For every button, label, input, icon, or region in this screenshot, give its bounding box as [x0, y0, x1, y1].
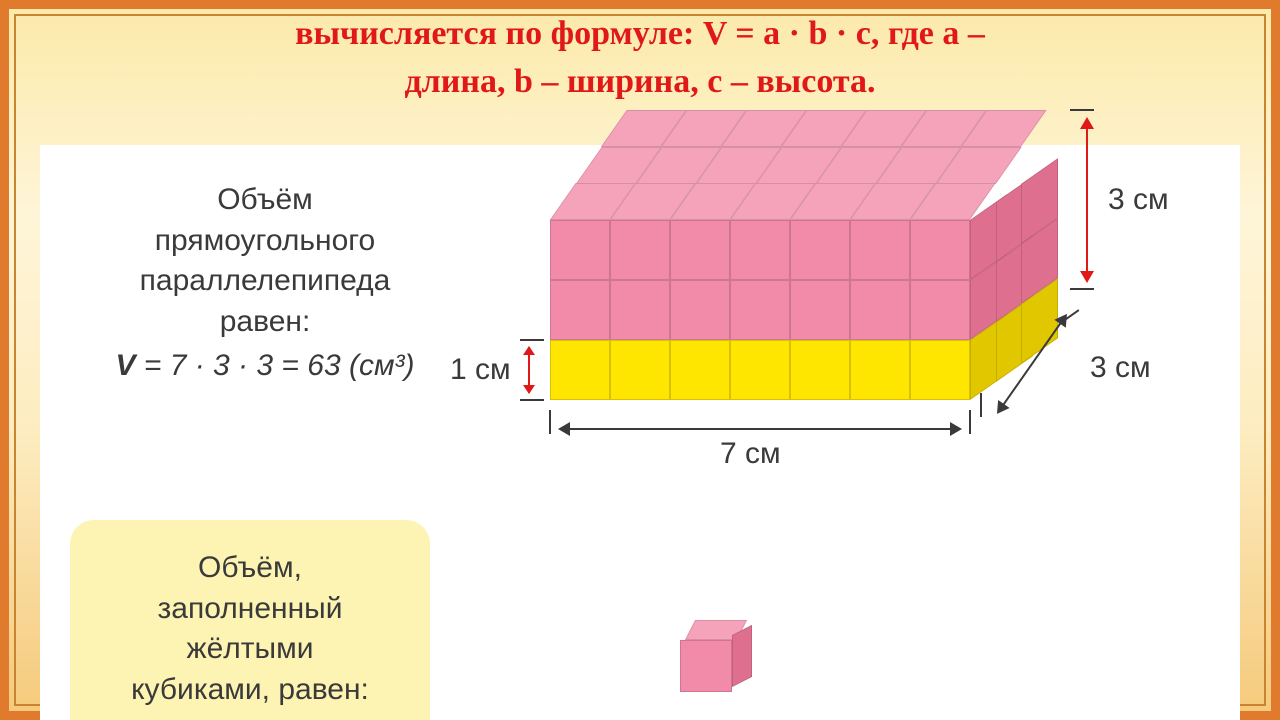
vt-l3: параллелепипеда: [85, 261, 445, 302]
unit-cube-front: [680, 640, 732, 692]
tick: [1070, 109, 1094, 111]
unit-cube: [680, 640, 732, 692]
vt-l4: равен:: [85, 302, 445, 343]
nb-l4: кубиками, равен:: [100, 670, 400, 711]
one-cm-arrow: [528, 347, 530, 393]
length-label: 7 см: [720, 437, 781, 471]
length-arrow: [560, 428, 960, 430]
nb-l2: заполненный: [100, 589, 400, 630]
unit-cube-side: [732, 625, 752, 687]
vt-formula: V = 7 · 3 · 3 = 63 (см³): [85, 346, 445, 387]
cuboid-diagram: 7 см 1 см 3 см 3 см: [480, 155, 1220, 715]
tick: [969, 410, 971, 434]
cuboid-top-face: [550, 110, 1021, 220]
note-box: Объём, заполненный жёлтыми кубиками, рав…: [70, 520, 430, 720]
tick: [549, 410, 551, 434]
one-cm-label: 1 см: [450, 353, 511, 387]
tick: [1070, 288, 1094, 290]
vt-l2: прямоугольного: [85, 221, 445, 262]
content-panel: Объём прямоугольного параллелепипеда рав…: [40, 145, 1240, 720]
tick: [980, 393, 982, 417]
height-arrow: [1086, 119, 1088, 281]
tick: [520, 339, 544, 341]
nb-l3: жёлтыми: [100, 629, 400, 670]
height-label: 3 см: [1108, 183, 1169, 217]
depth-label: 3 см: [1090, 351, 1151, 385]
nb-l1: Объём,: [100, 548, 400, 589]
vt-l1: Объём: [85, 180, 445, 221]
tick: [520, 399, 544, 401]
volume-text: Объём прямоугольного параллелепипеда рав…: [85, 180, 445, 387]
cuboid-front-face: [550, 220, 970, 400]
